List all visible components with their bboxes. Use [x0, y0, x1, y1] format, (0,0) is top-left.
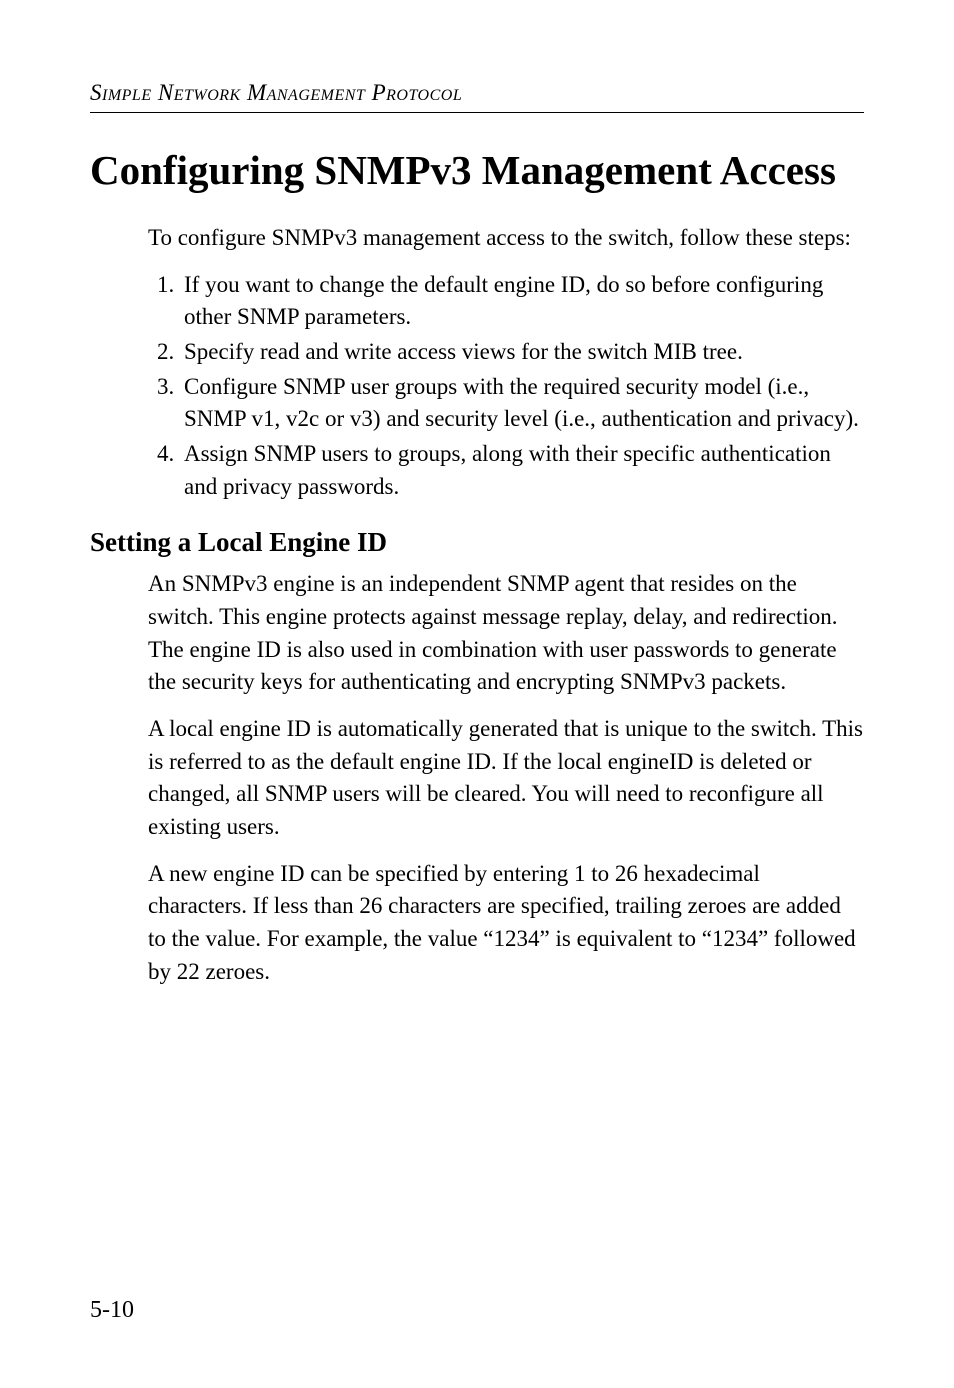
body-paragraph: A local engine ID is automatically gener…	[148, 713, 864, 844]
body-paragraph: An SNMPv3 engine is an independent SNMP …	[148, 568, 864, 699]
steps-list: If you want to change the default engine…	[148, 269, 864, 504]
page-number: 5-10	[90, 1297, 134, 1324]
section-heading: Setting a Local Engine ID	[90, 527, 864, 558]
page-title: Configuring SNMPv3 Management Access	[90, 147, 864, 194]
body-paragraph: A new engine ID can be specified by ente…	[148, 858, 864, 989]
step-item: Assign SNMP users to groups, along with …	[180, 438, 864, 503]
intro-block: To configure SNMPv3 management access to…	[148, 222, 864, 503]
step-item: Specify read and write access views for …	[180, 336, 864, 369]
page: Simple Network Management Protocol Confi…	[0, 0, 954, 1388]
header-rule	[90, 112, 864, 113]
section-body: An SNMPv3 engine is an independent SNMP …	[148, 568, 864, 988]
step-item: If you want to change the default engine…	[180, 269, 864, 334]
running-head: Simple Network Management Protocol	[90, 80, 864, 106]
step-item: Configure SNMP user groups with the requ…	[180, 371, 864, 436]
intro-paragraph: To configure SNMPv3 management access to…	[148, 222, 864, 255]
